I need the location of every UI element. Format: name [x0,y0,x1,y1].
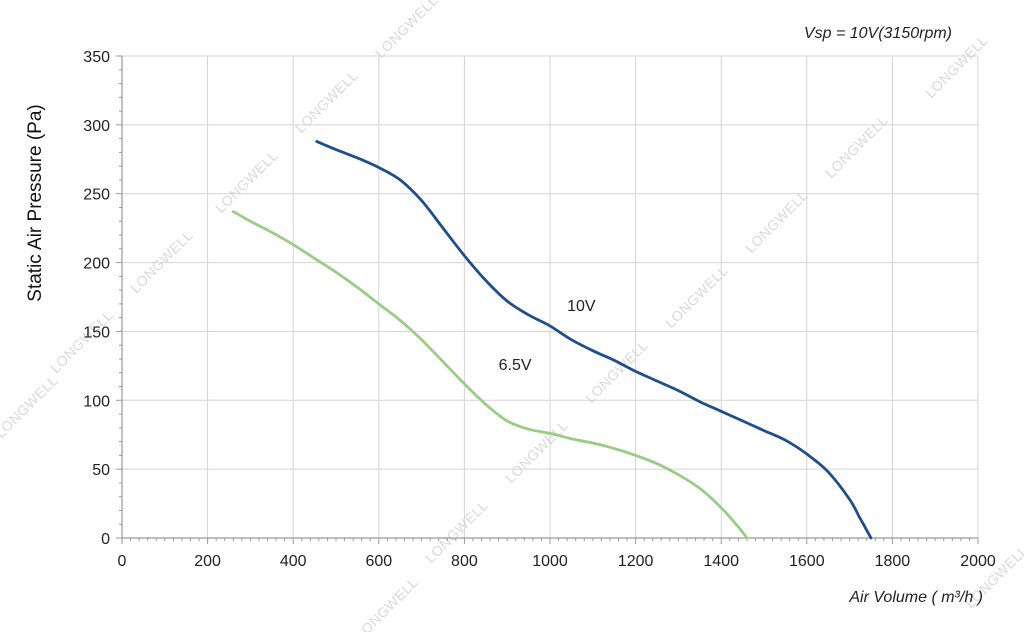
watermark-text: LONGWELL [922,32,991,101]
watermark-text: LONGWELL [662,262,731,331]
speed-annotation: Vsp = 10V(3150rpm) [804,25,952,42]
x-tick-label: 0 [118,553,127,570]
y-axis-title: Static Air Pressure (Pa) [25,104,46,301]
x-axis-title: Air Volume ( m³/h ) [848,589,983,606]
x-tick-label: 600 [365,553,392,570]
y-tick-label: 200 [83,256,110,273]
series-lines [231,140,873,540]
y-tick-label: 100 [83,393,110,410]
series-label-10v: 10V [567,298,596,315]
watermark-text: LONGWELL [352,574,421,632]
watermark-text: LONGWELL [47,307,116,376]
x-tick-label: 1400 [703,553,739,570]
watermark-text: LONGWELL [502,417,571,486]
x-tick-labels: 0 200 400 600 800 1000 1200 1400 1600 1800 2000 [118,553,996,570]
grid-lines [122,55,979,538]
watermark-text: LONGWELL [127,227,196,296]
series-label-6-5v: 6.5V [499,357,532,374]
series-line-10v [315,140,873,540]
watermark-text: LONGWELL [212,147,281,216]
x-tick-label: 200 [194,553,221,570]
series-line-6-5v [231,210,749,540]
x-tick-label: 400 [280,553,307,570]
y-tick-label: 150 [83,324,110,341]
y-tick-label: 250 [83,187,110,204]
y-tick-label: 0 [101,531,110,548]
x-tick-label: 1000 [532,553,568,570]
y-tick-label: 50 [92,462,110,479]
watermark-text: LONGWELL [742,187,811,256]
watermark-text: LONGWELL [0,372,61,441]
y-tick-labels: 0 50 100 150 200 250 300 350 [83,49,110,548]
x-tick-label: 2000 [960,553,996,570]
x-tick-label: 800 [451,553,478,570]
x-tick-label: 1600 [789,553,825,570]
watermark-text: LONGWELL [822,112,891,181]
watermark-text: LONGWELL [292,67,361,136]
series-labels: 10V 6.5V [499,298,596,374]
y-tick-label: 300 [83,118,110,135]
y-tick-label: 350 [83,49,110,66]
watermark-text: LONGWELL [582,337,651,406]
x-tick-label: 1800 [875,553,911,570]
minor-ticks [116,55,979,544]
watermark-text: LONGWELL [372,0,441,61]
x-tick-label: 1200 [618,553,654,570]
